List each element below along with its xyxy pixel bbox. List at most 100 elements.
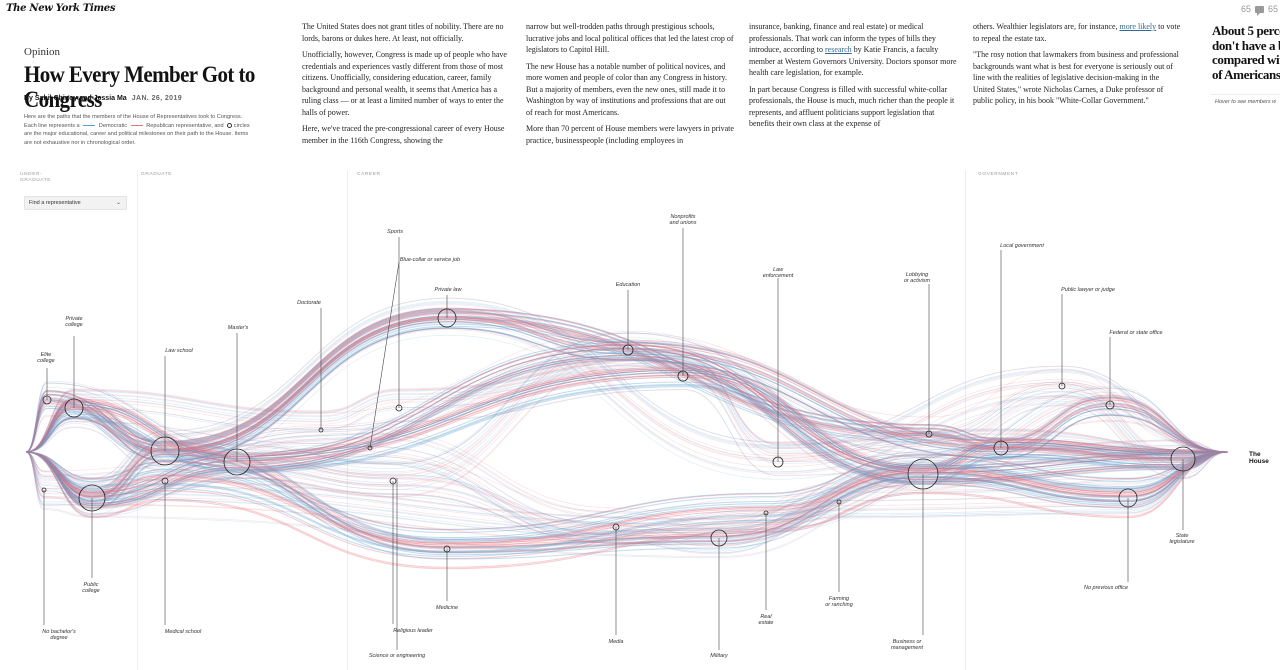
member-path[interactable] xyxy=(25,440,1229,520)
member-path[interactable] xyxy=(25,367,1229,455)
member-path[interactable] xyxy=(25,354,1229,504)
member-path[interactable] xyxy=(25,308,1229,453)
member-path[interactable] xyxy=(25,351,1229,483)
member-path[interactable] xyxy=(25,448,1229,548)
member-path[interactable] xyxy=(25,357,1229,453)
milestone-node[interactable] xyxy=(443,545,451,553)
member-path[interactable] xyxy=(25,311,1229,492)
member-path[interactable] xyxy=(25,329,1229,510)
member-path[interactable] xyxy=(25,451,1229,544)
member-path[interactable] xyxy=(25,353,1229,486)
member-path[interactable] xyxy=(25,319,1229,462)
member-path[interactable] xyxy=(25,317,1229,460)
milestone-node[interactable] xyxy=(223,448,251,476)
member-path[interactable] xyxy=(25,440,1229,540)
member-path[interactable] xyxy=(25,451,1229,547)
milestone-node[interactable] xyxy=(1058,382,1066,390)
member-path[interactable] xyxy=(25,451,1229,534)
member-path[interactable] xyxy=(25,308,1229,453)
member-path[interactable] xyxy=(25,383,1229,484)
member-path[interactable] xyxy=(25,321,1229,456)
member-path[interactable] xyxy=(25,448,1229,548)
member-path[interactable] xyxy=(25,347,1229,458)
member-path[interactable] xyxy=(25,451,1229,554)
member-path[interactable] xyxy=(25,351,1229,462)
member-path[interactable] xyxy=(25,438,1229,529)
member-path[interactable] xyxy=(25,348,1229,498)
member-path[interactable] xyxy=(25,355,1229,505)
member-path[interactable] xyxy=(25,344,1229,477)
member-path[interactable] xyxy=(25,348,1229,498)
member-path[interactable] xyxy=(25,446,1229,527)
member-path[interactable] xyxy=(25,364,1229,453)
milestone-node[interactable] xyxy=(437,308,457,328)
member-path[interactable] xyxy=(25,334,1229,516)
member-path[interactable] xyxy=(25,362,1229,453)
member-path[interactable] xyxy=(25,451,1229,544)
member-path[interactable] xyxy=(25,316,1229,453)
milestone-node[interactable] xyxy=(395,404,403,412)
member-path[interactable] xyxy=(25,451,1229,547)
member-path[interactable] xyxy=(25,451,1229,534)
member-path[interactable] xyxy=(25,451,1229,542)
member-path[interactable] xyxy=(25,451,1229,553)
member-path[interactable] xyxy=(25,332,1229,453)
comment-counter[interactable]: 65 65 xyxy=(1241,4,1278,16)
member-path[interactable] xyxy=(25,451,1229,539)
member-path[interactable] xyxy=(25,315,1229,497)
member-path[interactable] xyxy=(25,301,1229,482)
member-path[interactable] xyxy=(25,304,1229,485)
milestone-node[interactable] xyxy=(925,430,933,438)
member-path[interactable] xyxy=(25,444,1229,544)
member-path[interactable] xyxy=(25,442,1229,542)
member-path[interactable] xyxy=(25,439,1229,520)
member-path[interactable] xyxy=(25,375,1229,462)
member-path[interactable] xyxy=(25,317,1229,453)
member-path[interactable] xyxy=(25,451,1229,544)
member-path[interactable] xyxy=(25,345,1229,456)
member-path[interactable] xyxy=(25,451,1229,568)
member-path[interactable] xyxy=(25,433,1229,525)
member-path[interactable] xyxy=(25,451,1229,539)
member-path[interactable] xyxy=(25,369,1229,469)
member-path[interactable] xyxy=(25,343,1229,493)
member-path[interactable] xyxy=(25,312,1229,453)
member-path[interactable] xyxy=(25,446,1229,546)
member-path[interactable] xyxy=(25,451,1229,544)
member-path[interactable] xyxy=(25,451,1229,553)
member-path[interactable] xyxy=(25,448,1229,529)
member-path[interactable] xyxy=(25,366,1229,454)
member-path[interactable] xyxy=(25,332,1229,465)
member-path[interactable] xyxy=(25,297,1229,479)
more-likely-link[interactable]: more likely xyxy=(1119,22,1157,31)
member-path[interactable] xyxy=(25,360,1229,471)
milestone-node[interactable] xyxy=(161,477,169,485)
member-path[interactable] xyxy=(25,451,1229,554)
member-path[interactable] xyxy=(25,451,1229,558)
member-path[interactable] xyxy=(25,451,1229,536)
member-path[interactable] xyxy=(25,447,1229,528)
member-path[interactable] xyxy=(25,344,1229,494)
find-representative-select[interactable]: Find a representative ⌄ xyxy=(24,196,127,210)
member-path[interactable] xyxy=(25,369,1229,469)
member-path[interactable] xyxy=(25,327,1229,462)
section-kicker[interactable]: Opinion xyxy=(24,46,61,58)
member-path[interactable] xyxy=(25,451,1229,530)
member-path[interactable] xyxy=(25,451,1229,554)
member-path[interactable] xyxy=(25,444,1229,524)
member-path[interactable] xyxy=(25,446,1229,538)
member-path[interactable] xyxy=(25,351,1229,462)
member-path[interactable] xyxy=(25,352,1229,502)
member-path[interactable] xyxy=(25,451,1229,531)
member-path[interactable] xyxy=(25,358,1229,469)
member-path[interactable] xyxy=(25,369,1229,479)
member-path[interactable] xyxy=(25,451,1229,545)
member-path[interactable] xyxy=(25,369,1229,457)
member-path[interactable] xyxy=(25,451,1229,546)
member-path[interactable] xyxy=(25,432,1229,524)
member-path[interactable] xyxy=(25,344,1229,494)
member-path[interactable] xyxy=(25,451,1229,557)
member-path[interactable] xyxy=(25,358,1229,453)
milestone-node[interactable] xyxy=(836,499,842,505)
member-path[interactable] xyxy=(25,308,1229,453)
